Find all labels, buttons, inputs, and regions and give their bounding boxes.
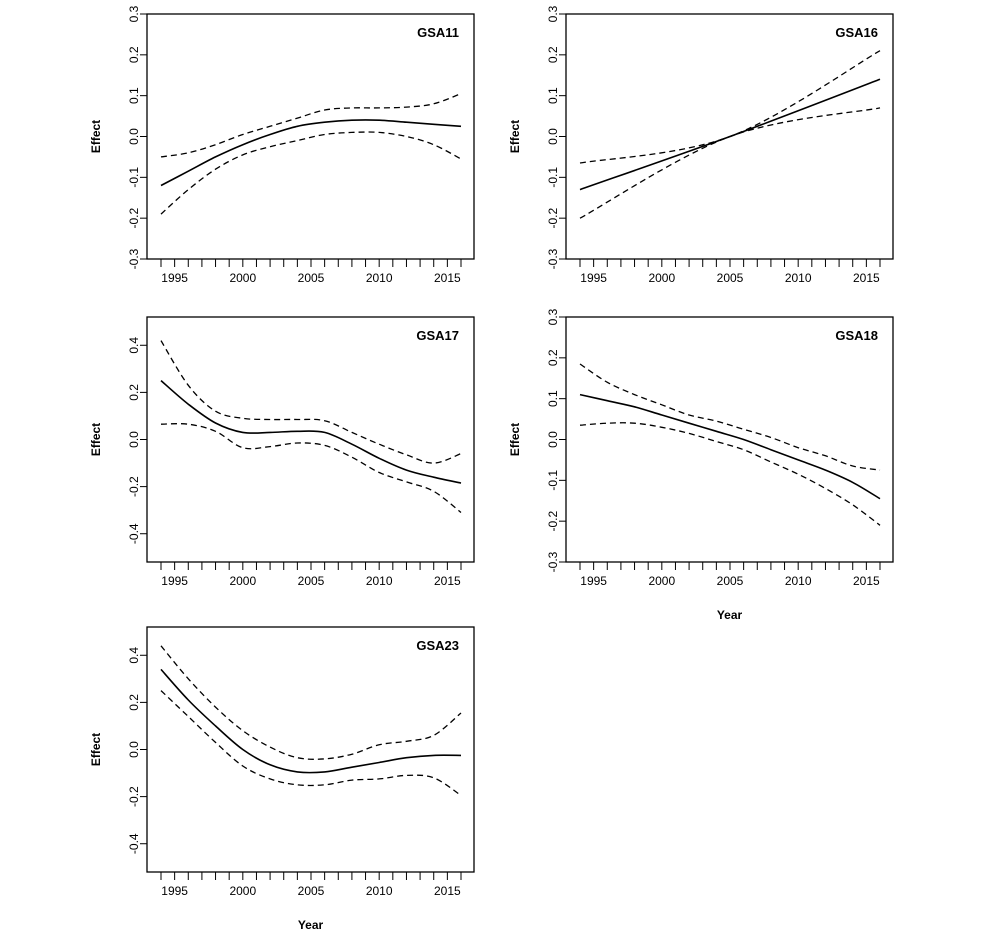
x-tick-label: 2015 (853, 574, 880, 588)
panel-title: GSA11 (417, 25, 459, 40)
series-upper-line (160, 340, 462, 464)
y-tick-label: 0.0 (127, 128, 141, 145)
y-tick-label: -0.1 (127, 167, 141, 188)
series-estimate-line (579, 78, 881, 191)
x-tick-label: 2005 (717, 574, 744, 588)
y-axis-label: Effect (508, 120, 522, 153)
y-tick-label: 0.3 (546, 5, 560, 22)
x-tick-label: 2000 (229, 271, 256, 285)
series-lower-line (160, 423, 462, 514)
x-tick-label: 1995 (161, 574, 188, 588)
x-tick-label: 2010 (785, 574, 812, 588)
panel-title: GSA18 (835, 328, 878, 343)
panel-gsa23: GSA23 1995 2000 2005 2010 2015 -0.4 -0.2 0.0 0.2 0… (89, 626, 475, 932)
x-tick-label: 1995 (580, 574, 607, 588)
panel-gsa16: GSA16 1995 2000 2005 2010 2015 -0.3 -0.2 -0.1 0.0… (508, 5, 894, 285)
x-tick-label: 2000 (648, 574, 675, 588)
y-tick-label: 0.0 (127, 741, 141, 758)
x-tick-label: 2015 (434, 271, 461, 285)
y-tick-label: -0.1 (546, 470, 560, 491)
plot-frame (565, 316, 894, 563)
series-estimate-line (160, 119, 462, 187)
x-tick-label: 2000 (648, 271, 675, 285)
x-axis-label: Year (717, 608, 743, 622)
x-tick-label: 2010 (366, 884, 393, 898)
series-lower-line (160, 690, 462, 796)
x-tick-label: 2005 (298, 271, 325, 285)
series-upper-line (579, 363, 881, 471)
series-lower-line (579, 422, 881, 526)
y-tick-label: -0.3 (546, 248, 560, 269)
y-tick-label: 0.0 (546, 431, 560, 448)
y-tick-label: -0.2 (127, 786, 141, 807)
y-tick-label: 0.2 (127, 694, 141, 711)
y-tick-label: 0.2 (546, 349, 560, 366)
y-tick-label: -0.4 (127, 523, 141, 544)
x-tick-label: 2000 (229, 884, 256, 898)
y-tick-label: 0.4 (127, 337, 141, 354)
series-lower-line (579, 107, 881, 219)
x-tick-label: 2015 (853, 271, 880, 285)
y-tick-label: 0.3 (127, 5, 141, 22)
panel-title: GSA16 (835, 25, 878, 40)
panel-gsa11: GSA11 1995 2000 2005 2010 2015 -0.3 -0.2 -0.1 0.0… (89, 5, 475, 285)
y-tick-label: -0.4 (127, 833, 141, 854)
y-axis-label: Effect (89, 120, 103, 153)
x-tick-label: 2005 (298, 884, 325, 898)
panel-title: GSA17 (416, 328, 459, 343)
plot-frame (146, 626, 475, 873)
y-tick-label: 0.2 (546, 46, 560, 63)
y-tick-label: -0.3 (127, 248, 141, 269)
x-tick-label: 2015 (434, 574, 461, 588)
y-tick-label: 0.1 (546, 87, 560, 104)
y-tick-label: -0.2 (546, 208, 560, 229)
y-tick-label: 0.2 (127, 46, 141, 63)
x-tick-label: 1995 (161, 884, 188, 898)
x-tick-label: 2010 (785, 271, 812, 285)
x-tick-label: 1995 (580, 271, 607, 285)
y-tick-label: -0.2 (127, 208, 141, 229)
y-tick-label: -0.1 (546, 167, 560, 188)
x-tick-label: 1995 (161, 271, 188, 285)
x-tick-label: 2005 (717, 271, 744, 285)
x-tick-label: 2015 (434, 884, 461, 898)
series-estimate-line (160, 668, 462, 774)
x-axis-label: Year (298, 918, 324, 932)
plot-frame (146, 316, 475, 563)
panel-gsa18: GSA18 1995 2000 2005 2010 2015 -0.3 -0.2 -0.1 0.0… (508, 308, 894, 622)
series-estimate-line (579, 393, 881, 500)
series-upper-line (160, 92, 462, 158)
x-tick-label: 2005 (298, 574, 325, 588)
panel-gsa17: GSA17 1995 2000 2005 2010 2015 -0.4 -0.2 0.0 0.2 0… (89, 316, 475, 588)
series-upper-line (579, 50, 881, 164)
series-estimate-line (160, 379, 462, 484)
series-lower-line (160, 131, 462, 215)
y-tick-label: -0.2 (127, 476, 141, 497)
y-tick-label: 0.2 (127, 384, 141, 401)
x-tick-label: 2010 (366, 574, 393, 588)
y-tick-label: 0.0 (546, 128, 560, 145)
x-tick-label: 2010 (366, 271, 393, 285)
y-tick-label: -0.2 (546, 511, 560, 532)
y-tick-label: 0.3 (546, 308, 560, 325)
y-axis-label: Effect (89, 423, 103, 456)
y-tick-label: 0.0 (127, 431, 141, 448)
series-upper-line (160, 645, 462, 760)
panel-title: GSA23 (416, 638, 459, 653)
y-tick-label: 0.1 (127, 87, 141, 104)
x-tick-label: 2000 (229, 574, 256, 588)
y-axis-label: Effect (508, 423, 522, 456)
y-axis-label: Effect (89, 733, 103, 766)
y-tick-label: 0.1 (546, 390, 560, 407)
y-tick-label: 0.4 (127, 647, 141, 664)
plot-frame (146, 13, 475, 260)
y-tick-label: -0.3 (546, 551, 560, 572)
